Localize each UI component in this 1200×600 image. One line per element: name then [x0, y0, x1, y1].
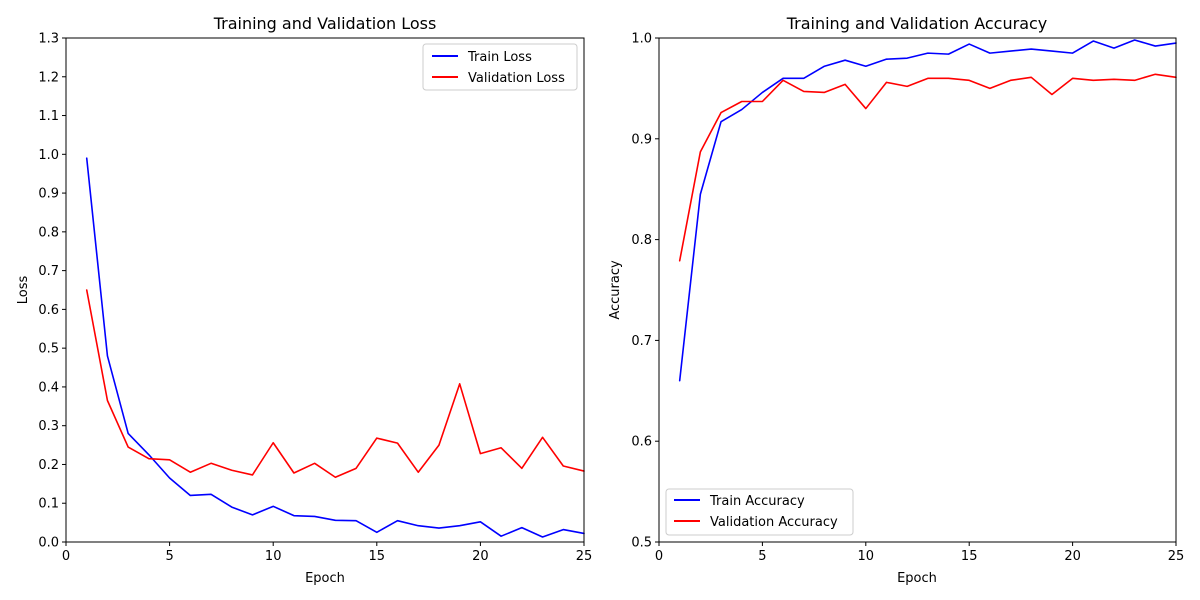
y-tick-label: 0.5	[631, 536, 652, 551]
tick-group: 0 5 10 15 20 25 0.5 0.6 0.7 0.8 0.9 1.0	[631, 32, 1184, 565]
y-tick-label: 0.3	[38, 419, 59, 434]
y-tick-label: 0.8	[38, 225, 59, 240]
x-tick-label: 0	[655, 549, 663, 564]
y-tick-label: 0.9	[38, 187, 59, 202]
x-tick-label: 15	[961, 549, 978, 564]
y-tick-label: 0.9	[631, 132, 652, 147]
y-tick-label: 0.8	[631, 233, 652, 248]
x-tick-label: 20	[1064, 549, 1081, 564]
legend-box	[665, 488, 854, 536]
legend: Train Loss Validation Loss	[422, 43, 578, 91]
x-tick-label: 10	[858, 549, 875, 564]
legend-label-train-loss: Train Loss	[467, 50, 532, 65]
series-lines	[678, 39, 1177, 382]
chart-title: Training and Validation Loss	[213, 14, 437, 33]
y-tick-label: 1.3	[38, 32, 59, 47]
y-tick-label: 1.0	[631, 32, 652, 47]
y-tick-label: 0.1	[38, 497, 59, 512]
y-tick-label: 0.7	[38, 264, 59, 279]
x-tick-label: 0	[62, 549, 70, 564]
x-tick-label: 15	[369, 549, 386, 564]
x-tick-label: 20	[472, 549, 489, 564]
x-tick-label: 25	[576, 549, 593, 564]
y-tick-label: 0.2	[38, 458, 59, 473]
y-tick-label: 0.6	[38, 303, 59, 318]
y-tick-label: 0.7	[631, 334, 652, 349]
y-tick-label: 0.6	[631, 435, 652, 450]
x-axis-label: Epoch	[897, 571, 937, 586]
series-lines	[85, 157, 585, 538]
x-tick-label: 5	[165, 549, 173, 564]
y-tick-label: 1.2	[38, 70, 59, 85]
chart-title: Training and Validation Accuracy	[786, 14, 1048, 33]
series-line-validation-accuracy	[678, 73, 1177, 262]
y-axis-label: Loss	[16, 276, 31, 305]
x-tick-label: 10	[265, 549, 282, 564]
legend-label-train-accuracy: Train Accuracy	[709, 494, 805, 509]
legend: Train Accuracy Validation Accuracy	[665, 488, 854, 536]
series-line-validation-loss	[85, 289, 585, 479]
y-axis-label: Accuracy	[608, 260, 623, 320]
y-tick-label: 0.0	[38, 536, 59, 551]
series-line-train-loss	[85, 157, 585, 538]
plot-frame	[65, 37, 585, 543]
tick-group: 0 5 10 15 20 25 0.0 0.1 0.2 0.3 0.4 0.5 0.6 0.7 0.8 0.9…	[38, 32, 592, 565]
y-tick-label: 0.5	[38, 342, 59, 357]
legend-label-validation-accuracy: Validation Accuracy	[710, 515, 838, 530]
y-tick-label: 0.4	[38, 380, 59, 395]
x-tick-label: 25	[1168, 549, 1185, 564]
legend-box	[422, 43, 578, 91]
accuracy-chart: Training and Validation Accuracy Epoch A…	[608, 14, 1184, 586]
y-tick-label: 1.1	[38, 109, 59, 124]
loss-chart: Training and Validation Loss Epoch Loss …	[16, 14, 592, 586]
x-axis-label: Epoch	[305, 571, 345, 586]
x-tick-label: 5	[758, 549, 766, 564]
y-tick-label: 1.0	[38, 148, 59, 163]
plot-frame	[658, 37, 1177, 543]
legend-label-validation-loss: Validation Loss	[468, 71, 565, 86]
series-line-train-accuracy	[678, 39, 1177, 382]
